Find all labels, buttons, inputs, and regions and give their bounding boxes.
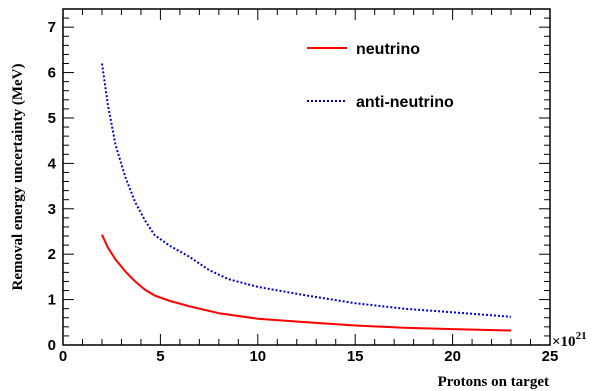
x-axis-multiplier: ×1021 [552,330,587,350]
legend-label-anti-neutrino: anti-neutrino [356,94,454,111]
y-tick-label: 5 [48,110,56,127]
x-axis-title: Protons on target [438,374,549,390]
y-tick-label: 0 [48,337,56,354]
series-lines [101,63,512,332]
y-tick-label: 2 [48,246,56,263]
x-tick-label: 15 [347,348,364,365]
plot-frame [62,8,551,346]
x-tick-label: 10 [249,348,266,365]
x-tick-label: 0 [59,348,67,365]
y-tick-label: 7 [48,19,56,36]
y-tick-label: 4 [48,155,57,172]
y-tick-label: 3 [48,201,56,218]
legend: neutrino anti-neutrino [307,41,454,111]
y-tick-label: 1 [48,292,56,309]
axis-ticks [62,8,551,346]
y-axis-title: Removal energy uncertainty (MeV) [10,63,26,290]
x-tick-label: 25 [542,348,559,365]
x-tick-label: 20 [444,348,461,365]
y-tick-labels: 0 1 2 3 4 5 6 7 [48,19,57,354]
legend-label-neutrino: neutrino [356,41,420,58]
x-tick-label: 5 [156,348,164,365]
series-line-neutrino [101,234,512,332]
y-tick-label: 6 [48,65,56,82]
series-line-anti-neutrino [101,63,512,318]
x-tick-labels: 0 5 10 15 20 25 [59,348,559,365]
